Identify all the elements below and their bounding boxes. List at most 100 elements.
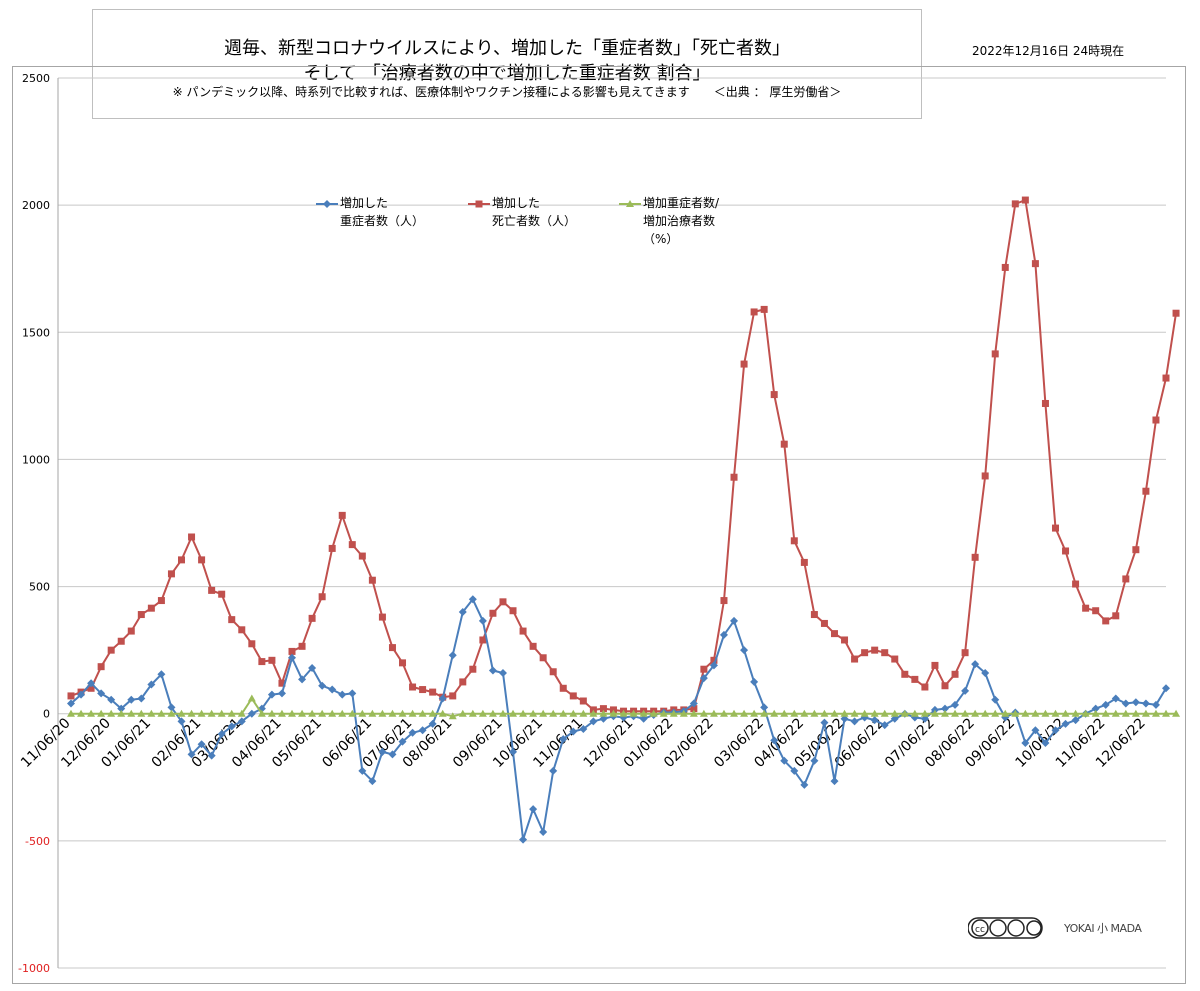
data-point-square [218,590,226,598]
y-tick-label: 1000 [22,453,50,466]
data-point-triangle [1021,709,1030,717]
data-point-triangle [257,709,266,717]
data-point-diamond [408,728,417,737]
data-point-square [820,619,828,627]
data-point-triangle [468,709,477,717]
data-point-triangle [699,709,708,717]
data-point-diamond [549,766,558,775]
data-point-square [1132,546,1140,554]
data-point-triangle [418,709,427,717]
data-point-triangle [1001,709,1010,717]
data-point-diamond [509,747,518,756]
data-point-triangle [87,709,96,717]
data-point-triangle [1071,709,1080,717]
data-point-diamond [87,679,96,688]
data-point-diamond [940,704,949,713]
y-tick-label: 1500 [22,326,50,339]
data-point-diamond [559,735,568,744]
data-point-triangle [971,709,980,717]
data-point-triangle [177,709,186,717]
data-point-diamond [870,716,879,725]
data-point-triangle [529,709,538,717]
data-point-triangle [338,709,347,717]
data-point-triangle [1061,709,1070,717]
chart-title-box: 週毎、新型コロナウイルスにより、増加した「重症者数」「死亡者数」 そして 「治療… [92,9,922,119]
data-point-square [308,614,316,622]
data-point-square [1001,263,1009,271]
data-point-triangle [458,709,467,717]
data-point-triangle [358,709,367,717]
data-point-triangle [930,709,939,717]
data-point-diamond [368,777,377,786]
data-point-diamond [709,661,718,670]
data-point-triangle [589,709,598,717]
data-point-diamond [529,805,538,814]
data-point-triangle [1172,709,1181,717]
data-point-diamond [1031,726,1040,735]
data-point-square [198,556,206,564]
data-point-triangle [1011,709,1020,717]
data-point-diamond [951,700,960,709]
data-point-square [288,647,296,655]
data-point-triangle [940,709,949,717]
data-point-triangle [247,694,256,702]
data-point-square [469,665,477,673]
data-point-triangle [900,709,909,717]
data-point-square [238,626,246,634]
data-point-diamond [519,835,528,844]
data-point-square [1021,196,1029,204]
data-point-triangle [348,709,357,717]
data-point-triangle [1131,709,1140,717]
data-point-triangle [1111,709,1120,717]
data-point-diamond [1021,738,1030,747]
data-point-square [720,597,728,605]
data-point-triangle [488,709,497,717]
data-point-triangle [127,709,136,717]
data-point-diamond [277,689,286,698]
data-point-square [137,611,145,619]
data-point-triangle [277,709,286,717]
data-point-triangle [288,709,297,717]
y-tick-label: -500 [25,835,50,848]
data-point-diamond [107,695,116,704]
chart-subtitle-note: ※ パンデミック以降、時系列で比較すれば、医療体制やワクチン接種による影響も見え… [172,85,842,99]
y-tick-label: 500 [29,581,50,594]
data-point-diamond [569,727,578,736]
data-point-triangle [760,709,769,717]
data-point-diamond [780,756,789,765]
data-point-square [298,642,306,650]
data-point-square [810,611,818,619]
data-point-diamond [740,646,749,655]
data-point-diamond [77,690,86,699]
data-point-diamond [187,750,196,759]
data-point-diamond [820,718,829,727]
data-point-square [599,705,607,713]
data-point-triangle [107,709,116,717]
data-point-square [891,655,899,663]
data-point-triangle [1081,709,1090,717]
data-point-triangle [237,709,246,717]
data-point-diamond [1071,716,1080,725]
data-point-triangle [137,709,146,717]
data-point-triangle [850,709,859,717]
data-point-square [208,586,216,594]
data-point-diamond [850,717,859,726]
data-point-triangle [388,709,397,717]
legend-label: 増加重症者数/ 増加治療者数 （%） [643,196,720,246]
data-point-triangle [1041,709,1050,717]
legend-label: 増加した 重症者数（人） [340,196,425,228]
data-point-triangle [328,709,337,717]
data-point-diamond [418,726,427,735]
data-point-square [147,604,155,612]
legend-swatch-square-icon [468,200,490,208]
data-point-triangle [880,709,889,717]
data-point-triangle [428,709,437,717]
data-point-diamond [267,690,276,699]
legend-label: 増加した 死亡者数（人） [492,196,577,228]
data-point-square [1031,260,1039,268]
data-point-triangle [267,709,276,717]
data-point-square [519,627,527,635]
data-point-diamond [719,630,728,639]
data-point-square [529,642,537,650]
data-point-square [1051,524,1059,532]
